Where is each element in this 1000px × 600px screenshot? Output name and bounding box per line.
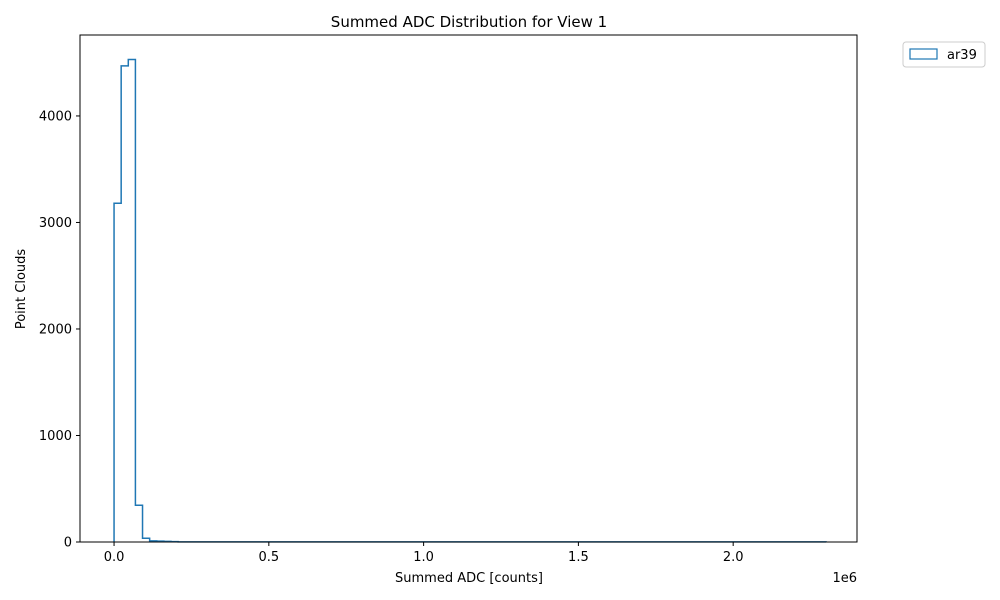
legend-swatch-ar39 <box>909 48 938 60</box>
y-axis: 0 1000 2000 3000 4000 <box>39 109 80 551</box>
x-axis-offset-label: 1e6 <box>832 571 857 586</box>
legend-label-ar39: ar39 <box>947 48 977 63</box>
y-tick-label: 1000 <box>39 429 72 444</box>
x-tick-label: 1.5 <box>568 550 589 565</box>
chart-title: Summed ADC Distribution for View 1 <box>331 13 607 31</box>
x-axis-label: Summed ADC [counts] <box>395 571 543 586</box>
plot-area <box>79 34 858 543</box>
y-tick-label: 2000 <box>39 322 72 337</box>
x-tick-label: 1.0 <box>413 550 434 565</box>
x-tick-label: 0.5 <box>258 550 279 565</box>
x-axis: 0.0 0.5 1.0 1.5 2.0 <box>104 542 744 565</box>
y-tick-label: 3000 <box>39 216 72 231</box>
legend-frame <box>902 41 986 68</box>
x-tick-label: 0.0 <box>104 550 125 565</box>
x-tick-label: 2.0 <box>723 550 744 565</box>
histogram-series-ar39 <box>113 58 827 543</box>
y-axis-label: Point Clouds <box>14 249 29 330</box>
plot-frame <box>79 34 858 543</box>
y-tick-label: 4000 <box>39 109 72 124</box>
legend: ar39 <box>902 41 986 68</box>
y-tick-label: 0 <box>64 536 72 551</box>
